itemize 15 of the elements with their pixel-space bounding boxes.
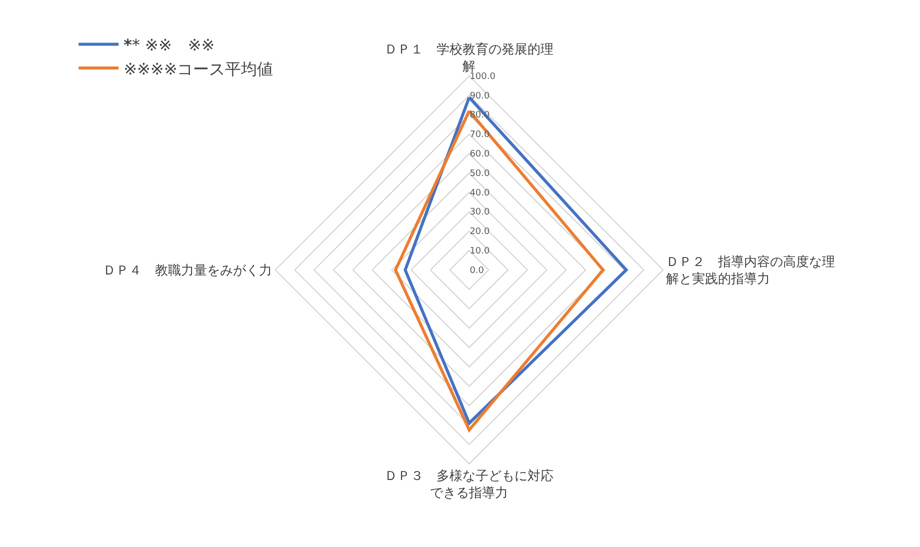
legend-label: ** ※※ ※※ — [124, 35, 215, 54]
y-tick-label: 90.0 — [470, 91, 490, 102]
y-tick-label: 50.0 — [470, 168, 490, 179]
y-tick-label: 100.0 — [470, 72, 496, 82]
y-tick-label: 70.0 — [470, 130, 490, 140]
y-tick-label: 60.0 — [470, 150, 490, 160]
spoke-label: ＤＰ３ 多様な子どもに対応できる指導力 — [384, 468, 554, 501]
spoke-label: ＤＰ４ 教職力量をみがく力 — [103, 263, 272, 278]
y-tick-label: 30.0 — [470, 208, 490, 218]
y-tick-label: 0.0 — [470, 266, 484, 276]
y-tick-label: 40.0 — [470, 188, 490, 198]
legend-label: ※※※※コース平均値 — [124, 59, 274, 78]
y-tick-label: 20.0 — [470, 227, 490, 238]
spoke-label: ＤＰ２ 指導内容の高度な理解と実践的指導力 — [666, 254, 836, 287]
y-tick-label: 10.0 — [470, 246, 490, 256]
